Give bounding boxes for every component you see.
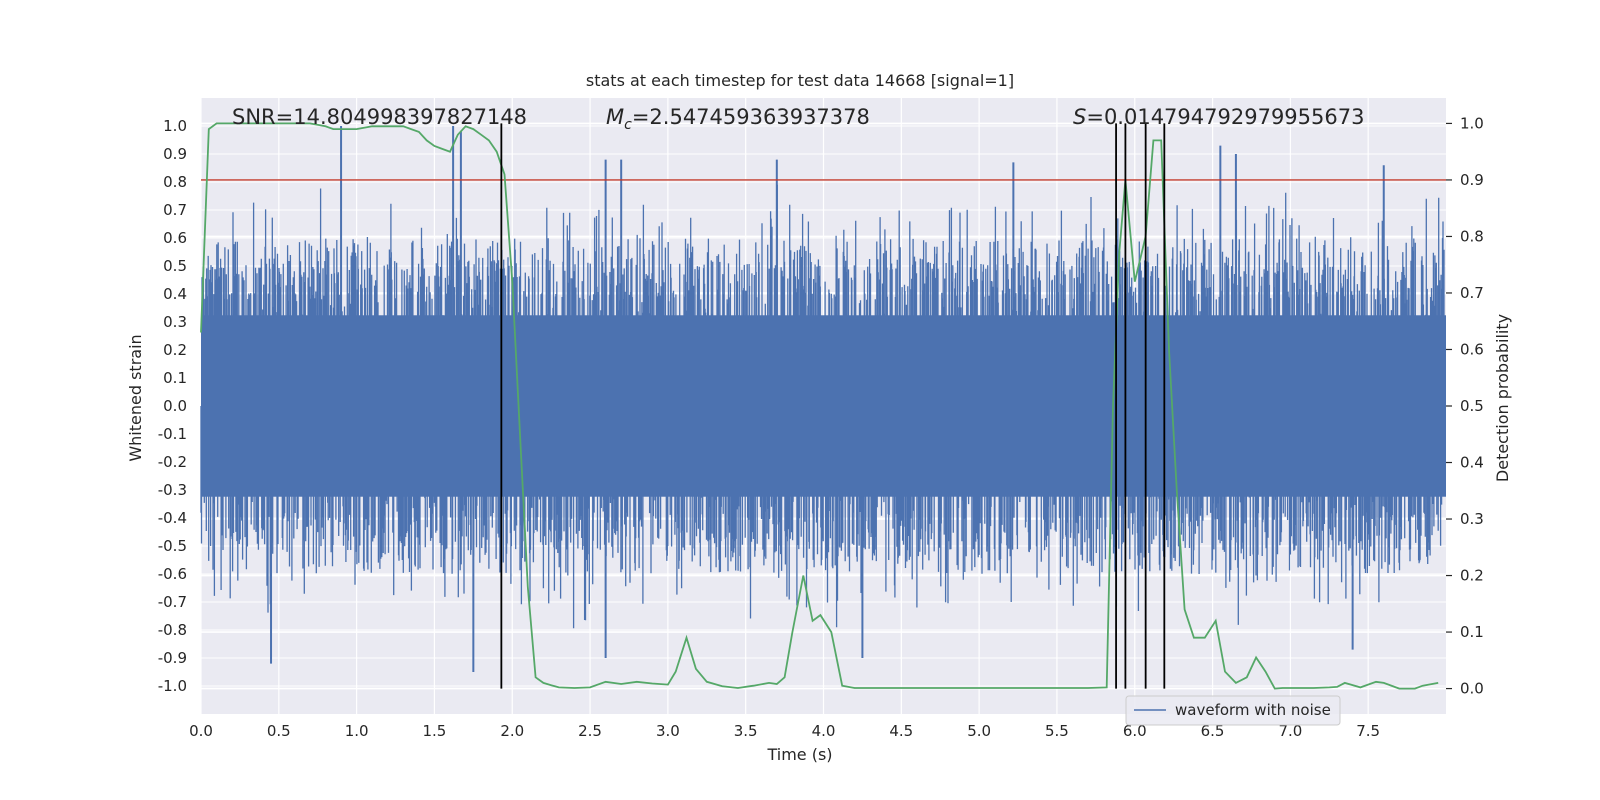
y2-tick-label: 0.2 xyxy=(1460,567,1484,585)
x-tick-label: 4.0 xyxy=(812,722,836,740)
y-tick-label: -0.1 xyxy=(158,425,187,443)
legend-box xyxy=(1125,695,1341,726)
snr-annotation: SNR=14.804998397827148 xyxy=(232,105,527,129)
y2-tick-label: 1.0 xyxy=(1460,114,1484,132)
y2-tick-label: 0.3 xyxy=(1460,510,1484,528)
y2-tick-label: 0.5 xyxy=(1460,397,1484,415)
mc-annotation: Mc=2.547459363937378 xyxy=(606,105,870,133)
y-tick-label: -0.6 xyxy=(158,565,187,583)
y-tick-label: 0.8 xyxy=(163,173,187,191)
y2-tick-label: 0.4 xyxy=(1460,454,1484,472)
y-tick-label: -0.3 xyxy=(158,481,187,499)
axis-ticks: 0.0 0.5 1.0 1.5 2.0 2.5 3.0 3.5 4.0 4.5 5.0 5.5 6.0 6… xyxy=(158,114,1484,740)
y-tick-label: -0.7 xyxy=(158,593,187,611)
legend: waveform with noise xyxy=(1125,695,1341,726)
x-tick-label: 2.0 xyxy=(500,722,524,740)
y-tick-label: -0.8 xyxy=(158,621,187,639)
y-tick-label: 0.9 xyxy=(163,145,187,163)
y-tick-label: 0.7 xyxy=(163,201,187,219)
x-tick-label: 4.5 xyxy=(889,722,913,740)
y2-axis-label: Detection probability xyxy=(1493,314,1512,482)
x-tick-label: 0.0 xyxy=(189,722,213,740)
x-tick-label: 7.0 xyxy=(1278,722,1302,740)
y-tick-label: -1.0 xyxy=(158,677,187,695)
x-tick-label: 7.5 xyxy=(1356,722,1380,740)
y-tick-label: 1.0 xyxy=(163,117,187,135)
y2-tick-label: 0.1 xyxy=(1460,623,1484,641)
y-axis-label: Whitened strain xyxy=(126,334,145,461)
x-tick-label: 2.5 xyxy=(578,722,602,740)
y-tick-label: 0.3 xyxy=(163,313,187,331)
s-symbol: S xyxy=(1073,105,1086,129)
y-tick-label: -0.4 xyxy=(158,509,187,527)
y-tick-label: 0.0 xyxy=(163,397,187,415)
y2-tick-label: 0.9 xyxy=(1460,171,1484,189)
x-tick-label: 6.0 xyxy=(1123,722,1147,740)
x-tick-label: 6.5 xyxy=(1201,722,1225,740)
y-tick-label: -0.9 xyxy=(158,649,187,667)
y-tick-label: 0.1 xyxy=(163,369,187,387)
probability-series xyxy=(200,122,1439,690)
y-tick-label: 0.2 xyxy=(163,341,187,359)
legend-label: waveform with noise xyxy=(1175,701,1331,719)
y2-tick-label: 0.8 xyxy=(1460,227,1484,245)
s-annotation: S=0.014794792979955673 xyxy=(1073,105,1364,129)
x-tick-label: 5.5 xyxy=(1045,722,1069,740)
mc-value: =2.547459363937378 xyxy=(632,105,870,129)
y-tick-label: 0.6 xyxy=(163,229,187,247)
x-tick-label: 1.5 xyxy=(423,722,447,740)
x-tick-label: 5.0 xyxy=(967,722,991,740)
y2-tick-label: 0.6 xyxy=(1460,340,1484,358)
y-tick-label: -0.2 xyxy=(158,453,187,471)
chart-title: stats at each timestep for test data 146… xyxy=(586,71,1014,90)
y-tick-label: 0.5 xyxy=(163,257,187,275)
x-axis-label: Time (s) xyxy=(766,745,832,764)
x-tick-label: 1.0 xyxy=(345,722,369,740)
x-tick-label: 0.5 xyxy=(267,722,291,740)
vertical-markers xyxy=(500,123,1166,689)
waveform-core xyxy=(201,315,1446,497)
y-tick-label: -0.5 xyxy=(158,537,187,555)
x-tick-label: 3.5 xyxy=(734,722,758,740)
x-tick-label: 3.0 xyxy=(656,722,680,740)
mc-symbol: M xyxy=(606,105,624,129)
mc-subscript: c xyxy=(624,117,632,133)
y-tick-label: 0.4 xyxy=(163,285,187,303)
probability-line xyxy=(200,122,1439,690)
waveform-series xyxy=(200,126,1446,672)
y2-tick-label: 0.0 xyxy=(1460,680,1484,698)
y2-tick-label: 0.7 xyxy=(1460,284,1484,302)
s-value: =0.014794792979955673 xyxy=(1086,105,1364,129)
